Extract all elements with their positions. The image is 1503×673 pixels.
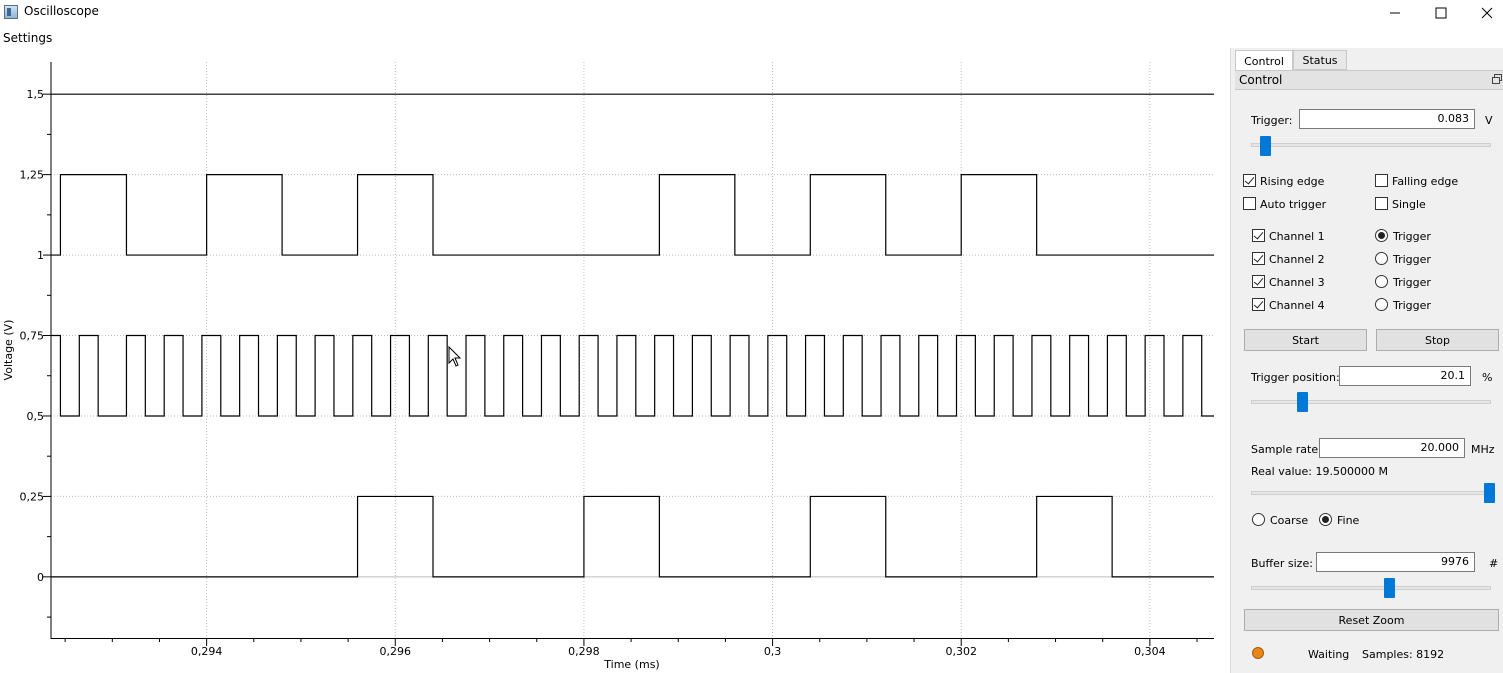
tab-control[interactable]: Control <box>1235 50 1293 71</box>
reset-zoom-button[interactable]: Reset Zoom <box>1244 609 1499 631</box>
sample-rate-slider-track[interactable] <box>1251 491 1491 495</box>
x-tick-label: 0,298 <box>568 645 600 658</box>
waveform-channel-4 <box>51 495 1214 578</box>
x-tick-label: 0,296 <box>380 645 412 658</box>
rising-edge-label: Rising edge <box>1260 175 1325 188</box>
fine-label: Fine <box>1337 514 1360 527</box>
minimize-button[interactable] <box>1372 0 1418 25</box>
samples-count: Samples: 8192 <box>1362 648 1445 661</box>
chart-axes: 0,294 0,296 0,298 0,3 0,302 0,304 0 0,25 0,5 0,75… <box>20 62 1214 658</box>
channel-4-label: Channel 4 <box>1269 299 1325 312</box>
sample-rate-label: Sample rate: <box>1251 443 1322 456</box>
trigger-position-input[interactable]: 20.1 <box>1339 366 1471 386</box>
fine-radio[interactable] <box>1319 513 1332 526</box>
single-checkbox[interactable] <box>1375 197 1388 210</box>
y-tick-label: 0,25 <box>20 490 45 503</box>
auto-trigger-checkbox[interactable] <box>1243 197 1256 210</box>
maximize-icon <box>1435 7 1447 18</box>
rising-edge-checkbox[interactable] <box>1243 174 1256 187</box>
y-tick-label: 0,5 <box>27 410 45 423</box>
buffer-size-unit: # <box>1489 557 1499 570</box>
channel-3-trigger-label: Trigger <box>1393 276 1431 289</box>
channel-2-label: Channel 2 <box>1269 253 1325 266</box>
menu-bar: Settings <box>0 28 1230 48</box>
channel-4-trigger-radio[interactable] <box>1375 298 1388 311</box>
x-tick-label: 0,302 <box>945 645 977 658</box>
mouse-cursor-icon <box>448 345 462 367</box>
title-bar: Oscilloscope <box>0 0 1503 25</box>
chart-waveforms <box>51 93 1214 578</box>
trigger-position-slider-handle[interactable] <box>1297 392 1309 412</box>
control-panel: Control Status Control Trigger: 0.083 V … <box>1230 48 1503 673</box>
y-axis-label: Voltage (V) <box>2 320 15 381</box>
channel-1-trigger-label: Trigger <box>1393 230 1431 243</box>
trigger-position-unit: % <box>1482 371 1493 384</box>
channel-3-trigger-radio[interactable] <box>1375 275 1388 288</box>
channel-1-checkbox[interactable] <box>1252 229 1265 242</box>
oscilloscope-plot[interactable]: 0,294 0,296 0,298 0,3 0,302 0,304 0 0,25 0,5 0,75… <box>0 48 1228 673</box>
channel-1-label: Channel 1 <box>1269 230 1325 243</box>
chart-grid <box>51 62 1214 638</box>
buffer-size-slider-track[interactable] <box>1251 586 1491 590</box>
single-label: Single <box>1392 198 1426 211</box>
y-tick-label: 0 <box>37 571 44 584</box>
close-button[interactable] <box>1464 0 1503 25</box>
x-tick-label: 0,3 <box>764 645 782 658</box>
trigger-position-label: Trigger position: <box>1251 371 1340 384</box>
buffer-size-slider-handle[interactable] <box>1383 578 1395 598</box>
channel-3-checkbox[interactable] <box>1252 275 1265 288</box>
channel-3-label: Channel 3 <box>1269 276 1325 289</box>
waveform-channel-2 <box>51 174 1214 256</box>
close-icon <box>1481 7 1493 18</box>
tab-status[interactable]: Status <box>1293 50 1347 70</box>
buffer-size-label: Buffer size: <box>1251 557 1313 570</box>
waveform-chart[interactable]: 0,294 0,296 0,298 0,3 0,302 0,304 0 0,25 0,5 0,75… <box>0 48 1228 673</box>
y-tick-label: 0,75 <box>20 330 45 343</box>
menu-settings[interactable]: Settings <box>3 31 53 45</box>
status-indicator-icon <box>1252 647 1264 659</box>
trigger-slider-handle[interactable] <box>1260 136 1272 156</box>
y-tick-label: 1,5 <box>27 88 45 101</box>
falling-edge-label: Falling edge <box>1392 175 1459 188</box>
trigger-position-slider-track[interactable] <box>1251 400 1491 404</box>
channel-2-trigger-label: Trigger <box>1393 253 1431 266</box>
maximize-button[interactable] <box>1418 0 1464 25</box>
channel-2-trigger-radio[interactable] <box>1375 252 1388 265</box>
auto-trigger-label: Auto trigger <box>1260 198 1327 211</box>
start-button[interactable]: Start <box>1244 329 1367 351</box>
x-tick-label: 0,294 <box>191 645 223 658</box>
stop-button[interactable]: Stop <box>1376 329 1499 351</box>
x-tick-label: 0,304 <box>1134 645 1166 658</box>
channel-2-checkbox[interactable] <box>1252 252 1265 265</box>
sample-rate-slider-handle[interactable] <box>1484 483 1495 503</box>
minimize-icon <box>1390 12 1400 13</box>
x-axis-label: Time (ms) <box>603 658 659 671</box>
channel-4-trigger-label: Trigger <box>1393 299 1431 312</box>
status-text: Waiting <box>1308 648 1350 661</box>
sample-rate-unit: MHz <box>1471 443 1495 456</box>
sample-rate-input[interactable]: 20.000 <box>1319 438 1465 458</box>
coarse-radio[interactable] <box>1252 513 1265 526</box>
trigger-unit: V <box>1485 114 1493 127</box>
y-tick-label: 1,25 <box>20 169 45 182</box>
falling-edge-checkbox[interactable] <box>1375 174 1388 187</box>
waveform-channel-3 <box>51 334 1214 417</box>
window-title: Oscilloscope <box>24 4 99 18</box>
trigger-slider-track[interactable] <box>1251 143 1491 147</box>
dock-header: Control <box>1235 70 1503 90</box>
channel-1-trigger-radio[interactable] <box>1375 229 1388 242</box>
trigger-input[interactable]: 0.083 <box>1299 109 1475 129</box>
channel-4-checkbox[interactable] <box>1252 298 1265 311</box>
y-tick-label: 1 <box>37 249 44 262</box>
app-icon <box>4 5 18 19</box>
trigger-label: Trigger: <box>1251 114 1293 127</box>
real-value-label: Real value: 19.500000 M <box>1251 465 1388 478</box>
coarse-label: Coarse <box>1270 514 1309 527</box>
float-dock-icon[interactable] <box>1492 74 1502 84</box>
dock-title: Control <box>1239 73 1283 87</box>
buffer-size-input[interactable]: 9976 <box>1316 552 1475 572</box>
